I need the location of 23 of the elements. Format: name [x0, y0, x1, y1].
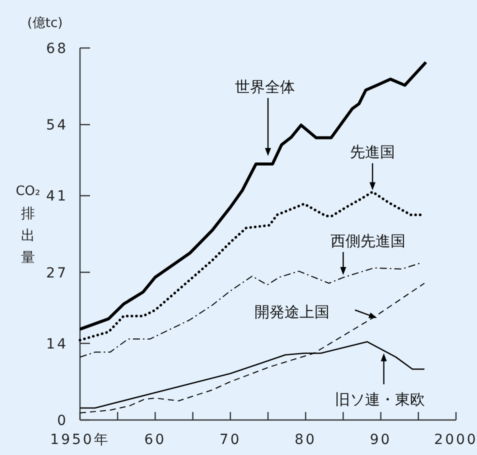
- annotation: 開発途上国: [254, 303, 330, 321]
- line-series: [80, 282, 425, 414]
- x-tick-label: 2000: [434, 432, 477, 448]
- x-tick-label: 1950年: [50, 432, 110, 448]
- y-axis-title: CO₂排出量: [16, 184, 40, 266]
- line-series: [78, 190, 422, 342]
- x-tick-label: 90: [370, 432, 392, 448]
- y-tick-label: 54: [46, 118, 68, 134]
- y-tick-label: 68: [46, 41, 68, 57]
- y-tick-label: 41: [46, 188, 68, 205]
- line-series: [80, 262, 422, 358]
- x-tick-label: 60: [144, 432, 166, 448]
- line-series: [78, 60, 428, 331]
- annotation: 世界全体: [235, 78, 295, 96]
- y-tick-label: 14: [46, 336, 68, 352]
- annotation: 先進国: [350, 143, 396, 162]
- y-tick-label: 27: [46, 265, 68, 282]
- annotation: 旧ソ連・東欧: [334, 390, 425, 408]
- annotation: 西側先進国: [330, 232, 406, 250]
- text: (億tc): [27, 16, 63, 31]
- x-tick-label: 80: [294, 432, 317, 448]
- x-tick-label: 70: [219, 432, 242, 448]
- y-tick-label: 0: [57, 413, 68, 429]
